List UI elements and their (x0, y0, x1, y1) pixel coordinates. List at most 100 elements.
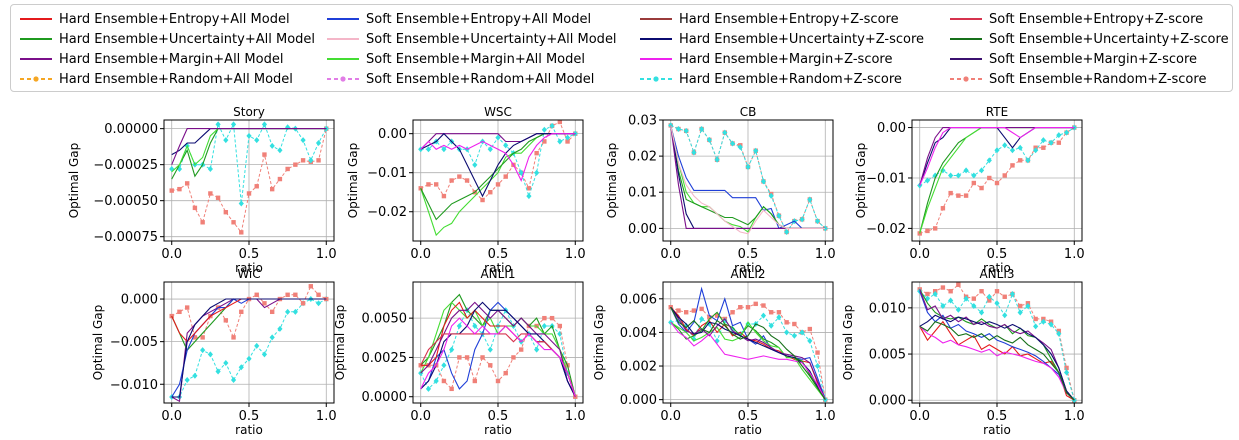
data-point (917, 231, 922, 236)
data-point (254, 184, 259, 189)
y-tick-label: 0.0050 (362, 312, 408, 327)
legend-swatch (640, 18, 672, 20)
data-point (441, 378, 447, 384)
data-point (192, 372, 198, 379)
data-point (557, 323, 563, 329)
legend-label: Hard Ensemble+Random+All Model (59, 71, 293, 87)
data-point (239, 309, 244, 315)
x-tick-label: 0.0 (410, 247, 431, 262)
data-point (699, 315, 705, 322)
data-point (978, 167, 985, 174)
x-axis-label: ratio (484, 423, 512, 437)
y-tick-label: −0.00025 (93, 158, 158, 173)
data-point (534, 150, 539, 156)
legend-item: Hard Ensemble+Uncertainty+Z-score (639, 29, 924, 49)
data-point (807, 326, 813, 332)
legend-item: Hard Ensemble+Random+All Model (19, 69, 293, 89)
data-point (169, 313, 174, 319)
series-line (670, 321, 826, 400)
subplot-rte: 0.0 0.5 1.0 0.00 −0.01 −0.02 RTE ratio Optimal G… (854, 105, 1085, 275)
data-point (215, 195, 221, 200)
data-point (557, 138, 563, 145)
data-point (207, 165, 213, 172)
y-tick-label: 0.01 (628, 186, 657, 201)
data-point (784, 329, 790, 336)
data-point (293, 292, 298, 297)
subplot-title: ANLI3 (979, 267, 1014, 281)
data-point (979, 289, 984, 294)
data-point (207, 351, 213, 358)
data-point (955, 172, 961, 179)
data-point (480, 197, 485, 203)
data-point (994, 300, 1000, 307)
data-point (238, 200, 244, 207)
data-point (776, 212, 782, 219)
data-point (940, 285, 946, 290)
data-point (541, 126, 547, 133)
data-point (177, 186, 182, 192)
data-point (1063, 369, 1070, 376)
data-point (480, 355, 485, 360)
legend-item: Hard Ensemble+Entropy+All Model (19, 9, 290, 29)
x-tick-label: 1.0 (565, 409, 586, 424)
data-point (308, 157, 314, 164)
series-line (171, 128, 327, 165)
data-point (441, 193, 447, 199)
x-tick-label: 0.5 (239, 409, 260, 424)
data-point (1017, 158, 1023, 163)
data-point (699, 306, 704, 312)
data-point (184, 305, 190, 310)
data-point (683, 310, 689, 315)
data-point (316, 158, 321, 163)
legend-swatch (640, 76, 672, 82)
data-point (1009, 147, 1016, 154)
data-point (971, 172, 977, 179)
data-point (730, 310, 735, 315)
data-point (768, 310, 774, 315)
subplot-anli2: 0.0 0.5 1.0 0.000 0.002 0.004 0.006 ANLI2 ratio O… (592, 267, 836, 437)
data-point (948, 297, 954, 304)
data-point (184, 181, 190, 186)
data-point (753, 147, 759, 154)
data-point (722, 129, 728, 136)
y-tick-label: 0.010 (869, 301, 906, 316)
data-point (807, 196, 813, 203)
legend-swatch (640, 38, 672, 40)
data-point (262, 152, 267, 157)
data-point (418, 370, 424, 377)
x-tick-label: 1.0 (316, 247, 337, 262)
data-point (986, 293, 992, 300)
x-tick-label: 0.5 (488, 247, 509, 262)
subplot-title: ANLI1 (480, 267, 515, 281)
data-point (573, 394, 578, 399)
data-point (791, 332, 797, 339)
legend-label: Soft Ensemble+Margin+All Model (366, 51, 586, 67)
data-point (940, 167, 946, 174)
legend-item: Soft Ensemble+Random+All Model (326, 69, 594, 89)
data-point (223, 359, 229, 366)
data-point (1017, 303, 1023, 309)
y-tick-label: 0.005 (869, 348, 906, 363)
data-point (978, 309, 985, 316)
data-point (246, 191, 252, 196)
data-point (971, 303, 977, 310)
data-point (714, 313, 720, 318)
data-point (925, 228, 930, 234)
data-point (1064, 365, 1069, 371)
y-tick-label: 0.000 (121, 293, 158, 308)
data-point (223, 137, 229, 144)
legend-label: Soft Ensemble+Entropy+Z-score (989, 11, 1204, 27)
data-point (200, 347, 206, 354)
data-point (488, 190, 493, 195)
data-point (526, 193, 532, 200)
data-point (449, 386, 454, 392)
legend-item: Soft Ensemble+Uncertainty+All Model (326, 29, 617, 49)
data-point (940, 206, 946, 211)
data-point (994, 180, 1000, 186)
data-point (293, 162, 298, 167)
data-point (799, 329, 805, 336)
y-tick-label: 0.002 (620, 360, 657, 375)
data-point (184, 376, 190, 383)
data-point (177, 309, 182, 315)
subplot-title: ANLI2 (730, 267, 765, 281)
